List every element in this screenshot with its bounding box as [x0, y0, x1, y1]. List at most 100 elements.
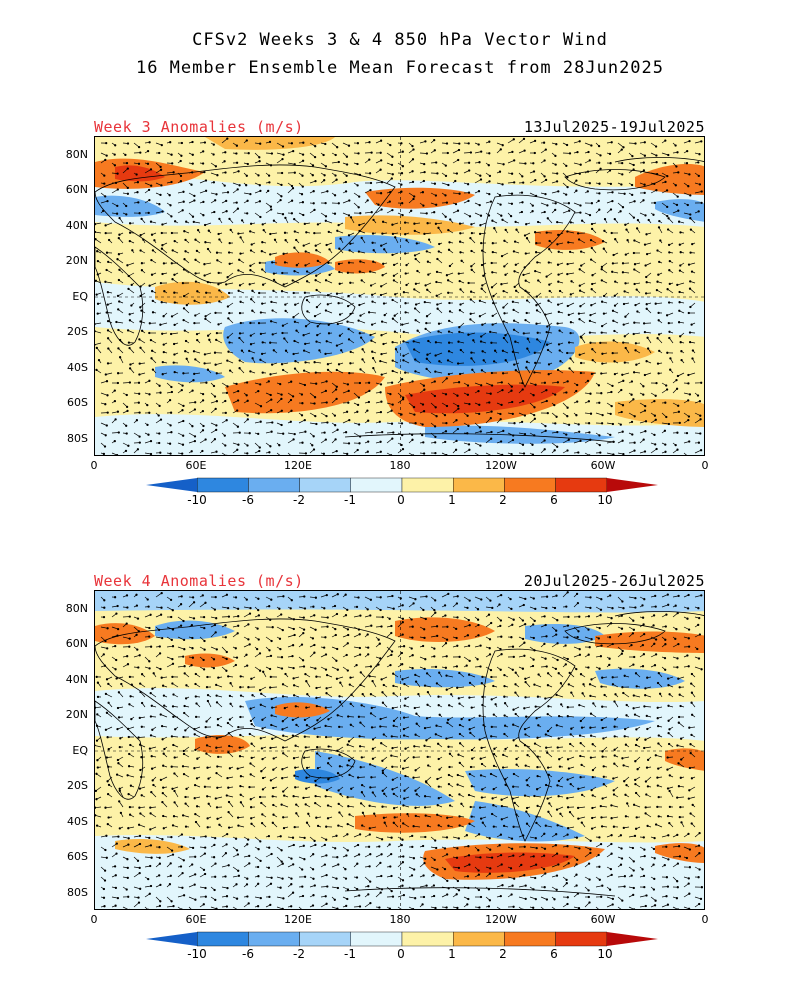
wind-vector-head — [514, 671, 517, 674]
wind-vector-head — [380, 159, 383, 162]
wind-vector-head — [291, 718, 294, 722]
wind-vector-head — [534, 269, 537, 273]
wind-vector-head — [136, 448, 140, 451]
wind-vector-head — [171, 628, 175, 631]
wind-vector-head — [556, 642, 559, 645]
wind-vector-head — [633, 415, 636, 418]
wind-vector-head — [468, 402, 471, 406]
wind-vector-head — [466, 183, 470, 186]
wind-vector-head — [634, 349, 637, 352]
wind-vector-head — [436, 303, 439, 306]
wind-vector-head — [446, 718, 450, 721]
wind-vector-head — [501, 218, 504, 221]
wind-vector-head — [391, 403, 394, 406]
colorbar-label: -6 — [242, 493, 254, 507]
wind-vector-head — [405, 263, 408, 267]
wind-vector-head — [193, 194, 196, 198]
wind-vector-head — [349, 242, 352, 245]
wind-vector-head — [535, 241, 538, 245]
wind-vector-head — [686, 617, 689, 620]
wind-vector-head — [215, 617, 218, 620]
wind-vector-head — [268, 649, 271, 652]
wind-vector-head — [545, 606, 548, 610]
wind-vector-head — [455, 172, 459, 175]
wind-vector-head — [258, 200, 262, 203]
wind-vector-head — [180, 388, 183, 392]
wind-vector-head — [458, 142, 461, 145]
wind-vector-head — [697, 174, 700, 178]
colorbar-label: 10 — [597, 493, 613, 507]
wind-vector-head — [251, 694, 254, 697]
wind-vector-head — [324, 309, 328, 312]
wind-vector-head — [240, 219, 244, 222]
wind-vector-head — [358, 270, 361, 273]
wind-vector-head — [513, 363, 516, 366]
panel1-lat-tick: 60S — [67, 396, 88, 409]
wind-vector-head — [348, 683, 351, 686]
wind-vector-head — [445, 674, 448, 677]
wind-vector-head — [512, 308, 515, 312]
wind-vector-head — [148, 284, 151, 287]
wind-vector-head — [379, 717, 382, 721]
wind-vector-head — [337, 363, 341, 366]
wind-vector-head — [597, 144, 601, 148]
wind-vector-head — [444, 614, 447, 617]
wind-vector-head — [588, 159, 591, 162]
wind-vector-head — [367, 400, 371, 404]
wind-vector-head — [344, 614, 348, 617]
wind-vector-head — [183, 665, 186, 668]
wind-vector-head — [588, 646, 591, 649]
wind-vector-head — [161, 360, 164, 364]
wind-vector-head — [195, 332, 199, 336]
wind-vector-head — [533, 619, 536, 623]
wind-vector-head — [457, 340, 460, 343]
wind-vector-head — [293, 171, 296, 174]
wind-vector-head — [304, 430, 307, 433]
wind-vector-head — [208, 338, 211, 341]
wind-vector-head — [579, 250, 583, 253]
wind-vector-head — [114, 144, 117, 147]
wind-vector-head — [289, 398, 293, 402]
wind-vector-head — [184, 250, 187, 253]
wind-vector-head — [689, 251, 692, 254]
wind-vector-head — [601, 705, 604, 708]
wind-vector-head — [494, 703, 497, 706]
wind-vector-head — [655, 172, 659, 176]
wind-vector-head — [553, 403, 556, 407]
wind-vector-head — [600, 644, 603, 647]
wind-vector-head — [202, 668, 206, 671]
wind-vector-head — [214, 595, 217, 599]
wind-vector-head — [379, 359, 382, 363]
wind-vector-head — [531, 443, 534, 446]
wind-vector-head — [284, 216, 287, 220]
wind-vector-head — [149, 338, 153, 342]
wind-vector-head — [643, 450, 647, 453]
wind-vector-head — [225, 669, 228, 672]
wind-vector-head — [171, 645, 175, 648]
wind-vector-head — [102, 209, 105, 213]
wind-vector-head — [468, 659, 471, 663]
wind-vector-head — [356, 184, 359, 187]
wind-vector-head — [635, 685, 638, 688]
wind-vector-head — [456, 209, 460, 212]
wind-vector-head — [305, 298, 309, 302]
wind-vector-head — [314, 667, 317, 670]
wind-vector-head — [410, 647, 413, 650]
wind-vector-head — [181, 209, 184, 212]
wind-vector-head — [150, 357, 153, 360]
wind-vector-head — [124, 449, 128, 453]
wind-vector-head — [336, 322, 339, 326]
wind-vector-head — [456, 394, 459, 397]
wind-vector-head — [632, 628, 636, 631]
wind-vector-head — [95, 293, 98, 296]
wind-vector-head — [621, 404, 625, 407]
wind-vector-head — [302, 244, 305, 247]
wind-vector-head — [281, 628, 284, 632]
wind-vector-head — [289, 607, 292, 610]
wind-vector-head — [170, 315, 174, 318]
wind-vector-head — [377, 663, 380, 666]
wind-vector-head — [236, 207, 240, 210]
wind-vector-head — [632, 707, 635, 710]
wind-vector-head — [313, 155, 317, 159]
wind-vector-head — [203, 353, 207, 356]
